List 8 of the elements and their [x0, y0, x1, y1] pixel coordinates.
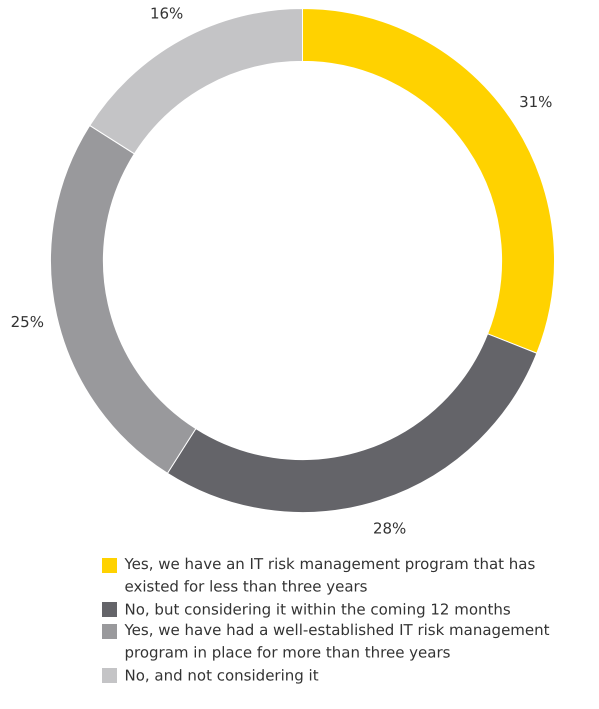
data-label: 31%: [519, 92, 552, 111]
legend-label: Yes, we have had a well-established IT risk management program in place for more than three years: [124, 620, 550, 662]
legend-label: No, but considering it within the coming 12 months: [124, 600, 511, 618]
data-label: 16%: [150, 4, 184, 22]
data-label: 25%: [10, 313, 44, 332]
legend-label: No, and not considering it: [124, 666, 319, 684]
legend-label: Yes, we have an IT risk management program that has existed for less than three years: [124, 554, 536, 596]
data-label: 28%: [372, 520, 406, 538]
